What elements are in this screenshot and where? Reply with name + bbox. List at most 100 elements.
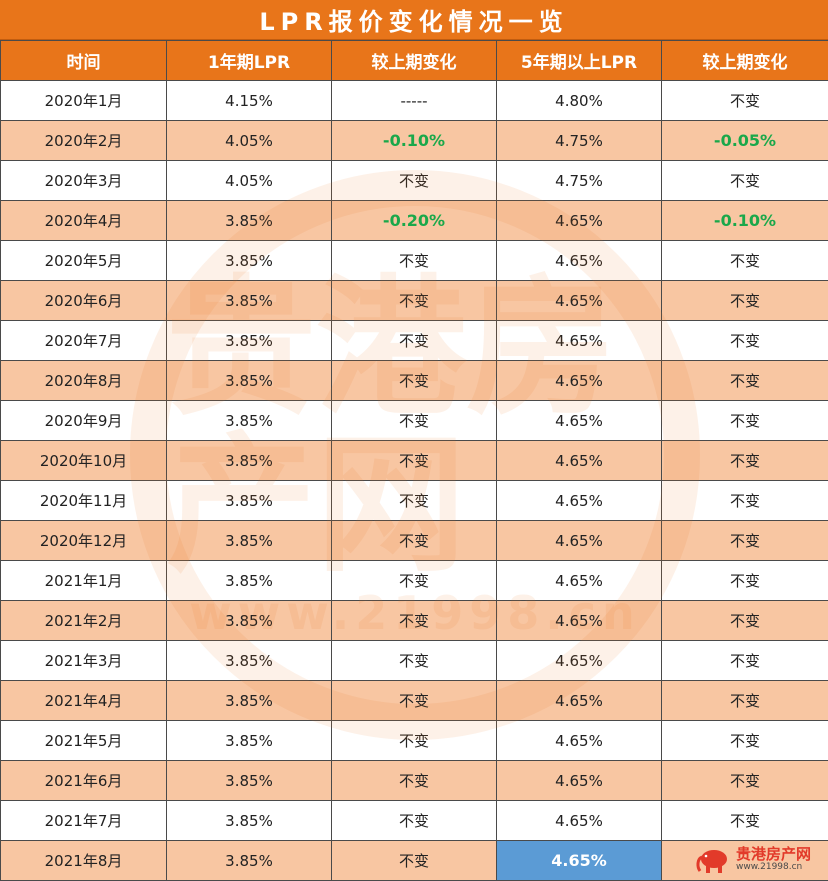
- cell-lpr-1y: 3.85%: [166, 640, 332, 681]
- cell-change-5y: 不变: [661, 400, 828, 441]
- cell-date: 2021年6月: [0, 760, 167, 801]
- cell-date: 2020年5月: [0, 240, 167, 281]
- cell-lpr-5y: 4.75%: [496, 120, 662, 161]
- cell-change-5y: 不变: [661, 640, 828, 681]
- cell-lpr-5y: 4.65%: [496, 280, 662, 321]
- table-row: 2020年1月 4.15% ----- 4.80% 不变: [0, 80, 828, 121]
- cell-change-1y: 不变: [331, 160, 497, 201]
- cell-change-1y: 不变: [331, 520, 497, 561]
- table-row: 2021年4月 3.85% 不变 4.65% 不变: [0, 680, 828, 721]
- cell-lpr-5y-highlighted: 4.65%: [496, 840, 662, 881]
- cell-lpr-5y: 4.65%: [496, 360, 662, 401]
- cell-lpr-1y: 3.85%: [166, 760, 332, 801]
- table-row: 2021年5月 3.85% 不变 4.65% 不变: [0, 720, 828, 761]
- cell-date: 2021年3月: [0, 640, 167, 681]
- header-lpr-1y: 1年期LPR: [166, 40, 332, 81]
- cell-date: 2021年4月: [0, 680, 167, 721]
- cell-date: 2020年9月: [0, 400, 167, 441]
- cell-lpr-1y: 3.85%: [166, 800, 332, 841]
- cell-change-1y: 不变: [331, 680, 497, 721]
- cell-lpr-1y: 3.85%: [166, 320, 332, 361]
- cell-change-1y: 不变: [331, 640, 497, 681]
- cell-lpr-5y: 4.65%: [496, 800, 662, 841]
- elephant-icon: [696, 850, 727, 873]
- cell-change-5y: 不变: [661, 160, 828, 201]
- cell-lpr-5y: 4.65%: [496, 520, 662, 561]
- cell-change-1y: 不变: [331, 720, 497, 761]
- cell-lpr-5y: 4.75%: [496, 160, 662, 201]
- cell-date: 2020年11月: [0, 480, 167, 521]
- table-row: 2020年8月 3.85% 不变 4.65% 不变: [0, 360, 828, 401]
- cell-change-5y: 不变: [661, 520, 828, 561]
- cell-lpr-5y: 4.65%: [496, 320, 662, 361]
- cell-date: 2020年7月: [0, 320, 167, 361]
- table-row: 2021年3月 3.85% 不变 4.65% 不变: [0, 640, 828, 681]
- cell-lpr-5y: 4.65%: [496, 480, 662, 521]
- table-row: 2020年10月 3.85% 不变 4.65% 不变: [0, 440, 828, 481]
- cell-change-5y: 不变: [661, 760, 828, 801]
- table-row: 2020年3月 4.05% 不变 4.75% 不变: [0, 160, 828, 201]
- cell-date: 2021年8月: [0, 840, 167, 881]
- cell-change-5y: 不变: [661, 680, 828, 721]
- cell-change-5y: 不变: [661, 240, 828, 281]
- cell-lpr-1y: 4.05%: [166, 160, 332, 201]
- cell-lpr-5y: 4.65%: [496, 240, 662, 281]
- cell-date: 2020年12月: [0, 520, 167, 561]
- cell-lpr-5y: 4.65%: [496, 760, 662, 801]
- table-row: 2020年2月 4.05% -0.10% 4.75% -0.05%: [0, 120, 828, 161]
- table-row: 2020年9月 3.85% 不变 4.65% 不变: [0, 400, 828, 441]
- cell-change-1y: -0.20%: [331, 200, 497, 241]
- cell-date: 2020年2月: [0, 120, 167, 161]
- cell-date: 2020年4月: [0, 200, 167, 241]
- cell-lpr-1y: 3.85%: [166, 200, 332, 241]
- header-lpr-5y: 5年期以上LPR: [496, 40, 662, 81]
- cell-lpr-1y: 4.15%: [166, 80, 332, 121]
- cell-change-5y: 不变: [661, 600, 828, 641]
- cell-change-5y: 不变: [661, 560, 828, 601]
- cell-lpr-5y: 4.65%: [496, 440, 662, 481]
- cell-lpr-5y: 4.80%: [496, 80, 662, 121]
- cell-change-5y: 不变: [661, 280, 828, 321]
- cell-lpr-1y: 3.85%: [166, 600, 332, 641]
- cell-lpr-5y: 4.65%: [496, 600, 662, 641]
- lpr-table: 时间 1年期LPR 较上期变化 5年期以上LPR 较上期变化 2020年1月 4…: [0, 40, 828, 881]
- cell-change-1y: 不变: [331, 800, 497, 841]
- header-row: 时间 1年期LPR 较上期变化 5年期以上LPR 较上期变化: [0, 40, 828, 81]
- cell-lpr-1y: 3.85%: [166, 360, 332, 401]
- cell-change-5y: 不变: [661, 80, 828, 121]
- table-body: 2020年1月 4.15% ----- 4.80% 不变 2020年2月 4.0…: [0, 80, 828, 881]
- table-title: LPR报价变化情况一览: [0, 0, 828, 40]
- cell-change-1y: 不变: [331, 320, 497, 361]
- cell-change-5y: 不变: [661, 440, 828, 481]
- cell-change-5y: 不变: [661, 320, 828, 361]
- cell-lpr-1y: 3.85%: [166, 280, 332, 321]
- cell-change-1y: 不变: [331, 280, 497, 321]
- cell-change-1y: 不变: [331, 600, 497, 641]
- cell-change-1y: 不变: [331, 400, 497, 441]
- cell-change-1y: 不变: [331, 560, 497, 601]
- cell-lpr-1y: 4.05%: [166, 120, 332, 161]
- table-row: 2021年2月 3.85% 不变 4.65% 不变: [0, 600, 828, 641]
- cell-date: 2020年10月: [0, 440, 167, 481]
- cell-lpr-5y: 4.65%: [496, 560, 662, 601]
- cell-change-1y: 不变: [331, 480, 497, 521]
- cell-date: 2020年8月: [0, 360, 167, 401]
- brand-logo: 贵港房产网 www.21998.cn: [696, 843, 824, 877]
- cell-change-1y: 不变: [331, 360, 497, 401]
- cell-lpr-5y: 4.65%: [496, 200, 662, 241]
- cell-lpr-1y: 3.85%: [166, 560, 332, 601]
- table-row: 2021年7月 3.85% 不变 4.65% 不变: [0, 800, 828, 841]
- header-change-1y: 较上期变化: [331, 40, 497, 81]
- cell-change-5y: -0.05%: [661, 120, 828, 161]
- cell-date: 2021年7月: [0, 800, 167, 841]
- cell-change-1y: 不变: [331, 240, 497, 281]
- cell-date: 2021年1月: [0, 560, 167, 601]
- cell-lpr-5y: 4.65%: [496, 720, 662, 761]
- cell-change-5y: 不变: [661, 800, 828, 841]
- cell-lpr-1y: 3.85%: [166, 520, 332, 561]
- cell-change-1y: -0.10%: [331, 120, 497, 161]
- cell-lpr-1y: 3.85%: [166, 840, 332, 881]
- cell-lpr-1y: 3.85%: [166, 680, 332, 721]
- table-row: 2020年7月 3.85% 不变 4.65% 不变: [0, 320, 828, 361]
